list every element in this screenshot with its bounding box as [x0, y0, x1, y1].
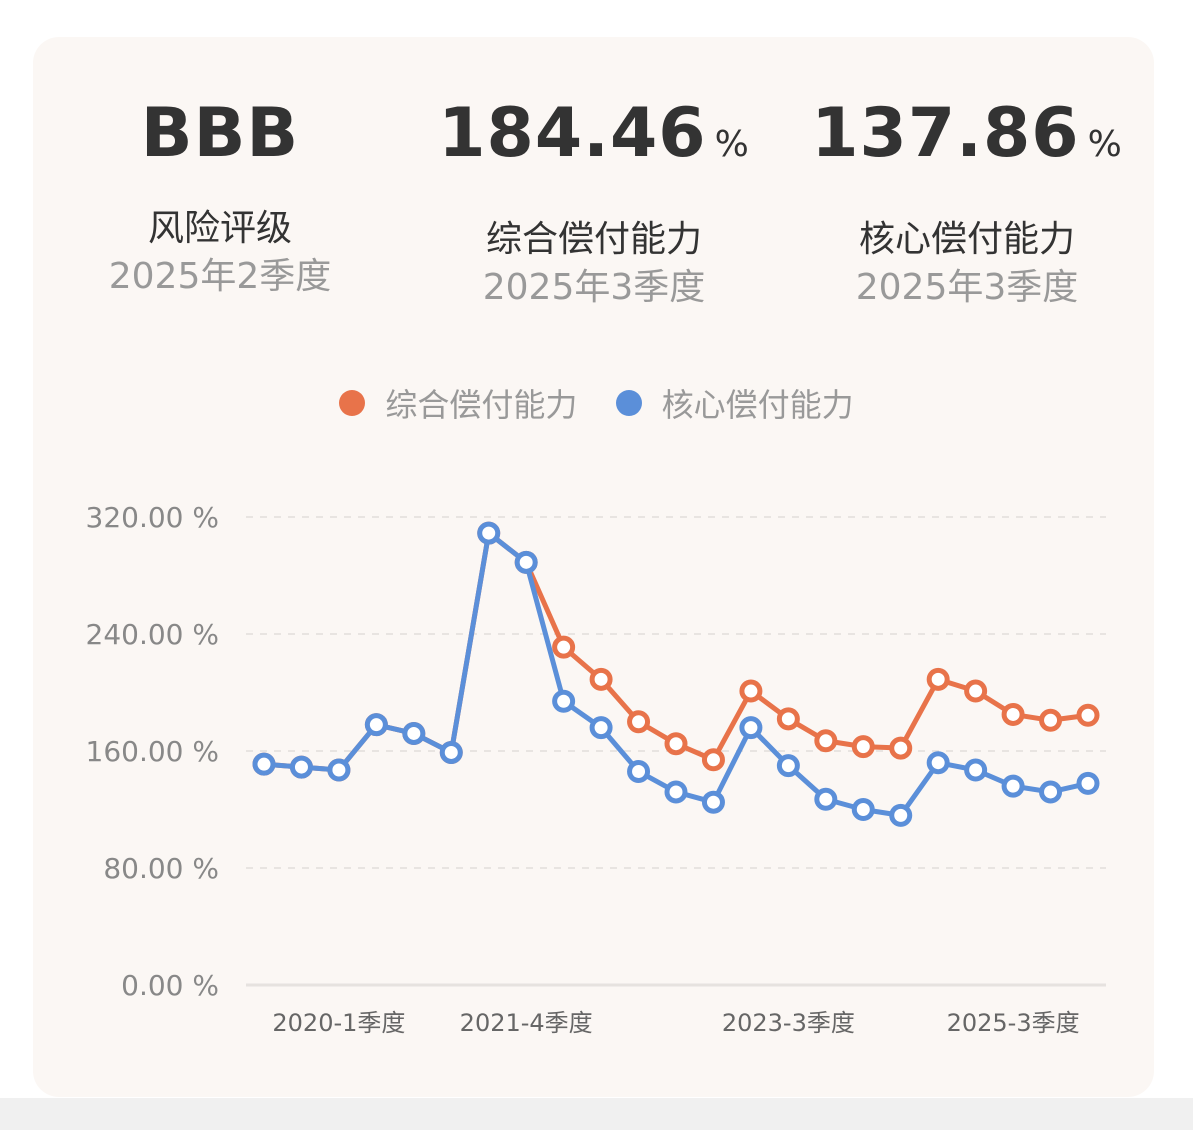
- data-point[interactable]: [439, 740, 463, 764]
- legend-label: 综合偿付能力: [385, 386, 578, 424]
- data-point[interactable]: [776, 707, 800, 731]
- data-point[interactable]: [701, 748, 725, 772]
- data-point[interactable]: [252, 752, 276, 776]
- data-point[interactable]: [364, 713, 388, 737]
- legend-dot-icon: [339, 390, 366, 416]
- legend-label: 核心偿付能力: [661, 386, 854, 424]
- stat-label: 综合偿付能力: [485, 219, 702, 260]
- data-point[interactable]: [589, 667, 613, 691]
- data-point[interactable]: [701, 790, 725, 814]
- data-point[interactable]: [739, 716, 763, 740]
- data-point[interactable]: [477, 521, 501, 545]
- stat-value: BBB: [140, 94, 300, 173]
- y-tick-label: 0.00 %: [121, 969, 219, 1002]
- data-point[interactable]: [889, 736, 913, 760]
- legend-dot-icon: [615, 390, 642, 416]
- data-point[interactable]: [1076, 771, 1100, 795]
- chart-grid: [246, 516, 1106, 987]
- data-point[interactable]: [926, 667, 950, 691]
- y-axis: 0.00 % 80.00 % 160.00 % 240.00 % 320.00 %: [86, 501, 219, 1002]
- data-point[interactable]: [851, 735, 875, 759]
- y-tick-label: 160.00 %: [86, 735, 219, 768]
- stat-unit: %: [1087, 124, 1123, 165]
- data-point[interactable]: [964, 758, 988, 782]
- stat-value: 137.86%: [811, 94, 1123, 173]
- data-point[interactable]: [327, 758, 351, 782]
- data-point[interactable]: [851, 798, 875, 821]
- chart-series: [252, 521, 1100, 827]
- data-point[interactable]: [1001, 702, 1025, 726]
- data-point[interactable]: [814, 729, 838, 753]
- x-tick-label: 2020-1季度: [272, 1009, 405, 1037]
- y-tick-label: 80.00 %: [103, 852, 219, 885]
- data-point[interactable]: [1076, 703, 1100, 727]
- data-point[interactable]: [1039, 780, 1063, 804]
- stat-risk-rating: BBB 风险评级 2025年2季度: [40, 90, 400, 302]
- x-tick-label: 2023-3季度: [722, 1009, 855, 1037]
- legend-item-core[interactable]: 核心偿付能力: [615, 380, 854, 426]
- y-tick-label: 240.00 %: [86, 618, 219, 651]
- data-point[interactable]: [926, 751, 950, 775]
- data-point[interactable]: [552, 635, 576, 659]
- data-point[interactable]: [402, 721, 426, 745]
- data-point[interactable]: [1001, 774, 1025, 798]
- data-point[interactable]: [776, 754, 800, 778]
- data-point[interactable]: [589, 716, 613, 740]
- x-tick-label: 2025-3季度: [947, 1009, 1080, 1037]
- data-point[interactable]: [664, 732, 688, 756]
- data-point[interactable]: [514, 550, 538, 574]
- data-point[interactable]: [552, 689, 576, 713]
- legend-item-comprehensive[interactable]: 综合偿付能力: [339, 380, 577, 426]
- stat-comprehensive-solvency: 184.46% 综合偿付能力 2025年3季度: [414, 90, 774, 313]
- data-point[interactable]: [1039, 708, 1063, 732]
- data-point[interactable]: [627, 710, 651, 734]
- series-comprehensive: [252, 521, 1100, 782]
- stat-period: 2025年3季度: [855, 267, 1079, 308]
- stat-period: 2025年2季度: [108, 256, 332, 297]
- data-point[interactable]: [627, 759, 651, 783]
- y-tick-label: 320.00 %: [86, 501, 219, 534]
- stat-label: 核心偿付能力: [858, 219, 1075, 260]
- data-point[interactable]: [289, 755, 313, 779]
- stat-core-solvency: 137.86% 核心偿付能力 2025年3季度: [787, 90, 1147, 313]
- chart-legend: 综合偿付能力 核心偿付能力: [0, 380, 1193, 426]
- data-point[interactable]: [664, 780, 688, 804]
- data-point[interactable]: [739, 679, 763, 703]
- x-axis: 2020-1季度 2021-4季度 2023-3季度 2025-3季度: [272, 1009, 1079, 1037]
- solvency-card: [33, 37, 1154, 1097]
- stat-label: 风险评级: [147, 208, 292, 249]
- bottom-band: [0, 1098, 1193, 1130]
- data-point[interactable]: [964, 679, 988, 703]
- data-point[interactable]: [889, 803, 913, 827]
- stat-value: 184.46%: [438, 94, 750, 173]
- data-point[interactable]: [814, 787, 838, 811]
- x-tick-label: 2021-4季度: [460, 1009, 593, 1037]
- stat-period: 2025年3季度: [482, 267, 706, 308]
- series-core: [252, 521, 1100, 827]
- stat-unit: %: [714, 124, 750, 165]
